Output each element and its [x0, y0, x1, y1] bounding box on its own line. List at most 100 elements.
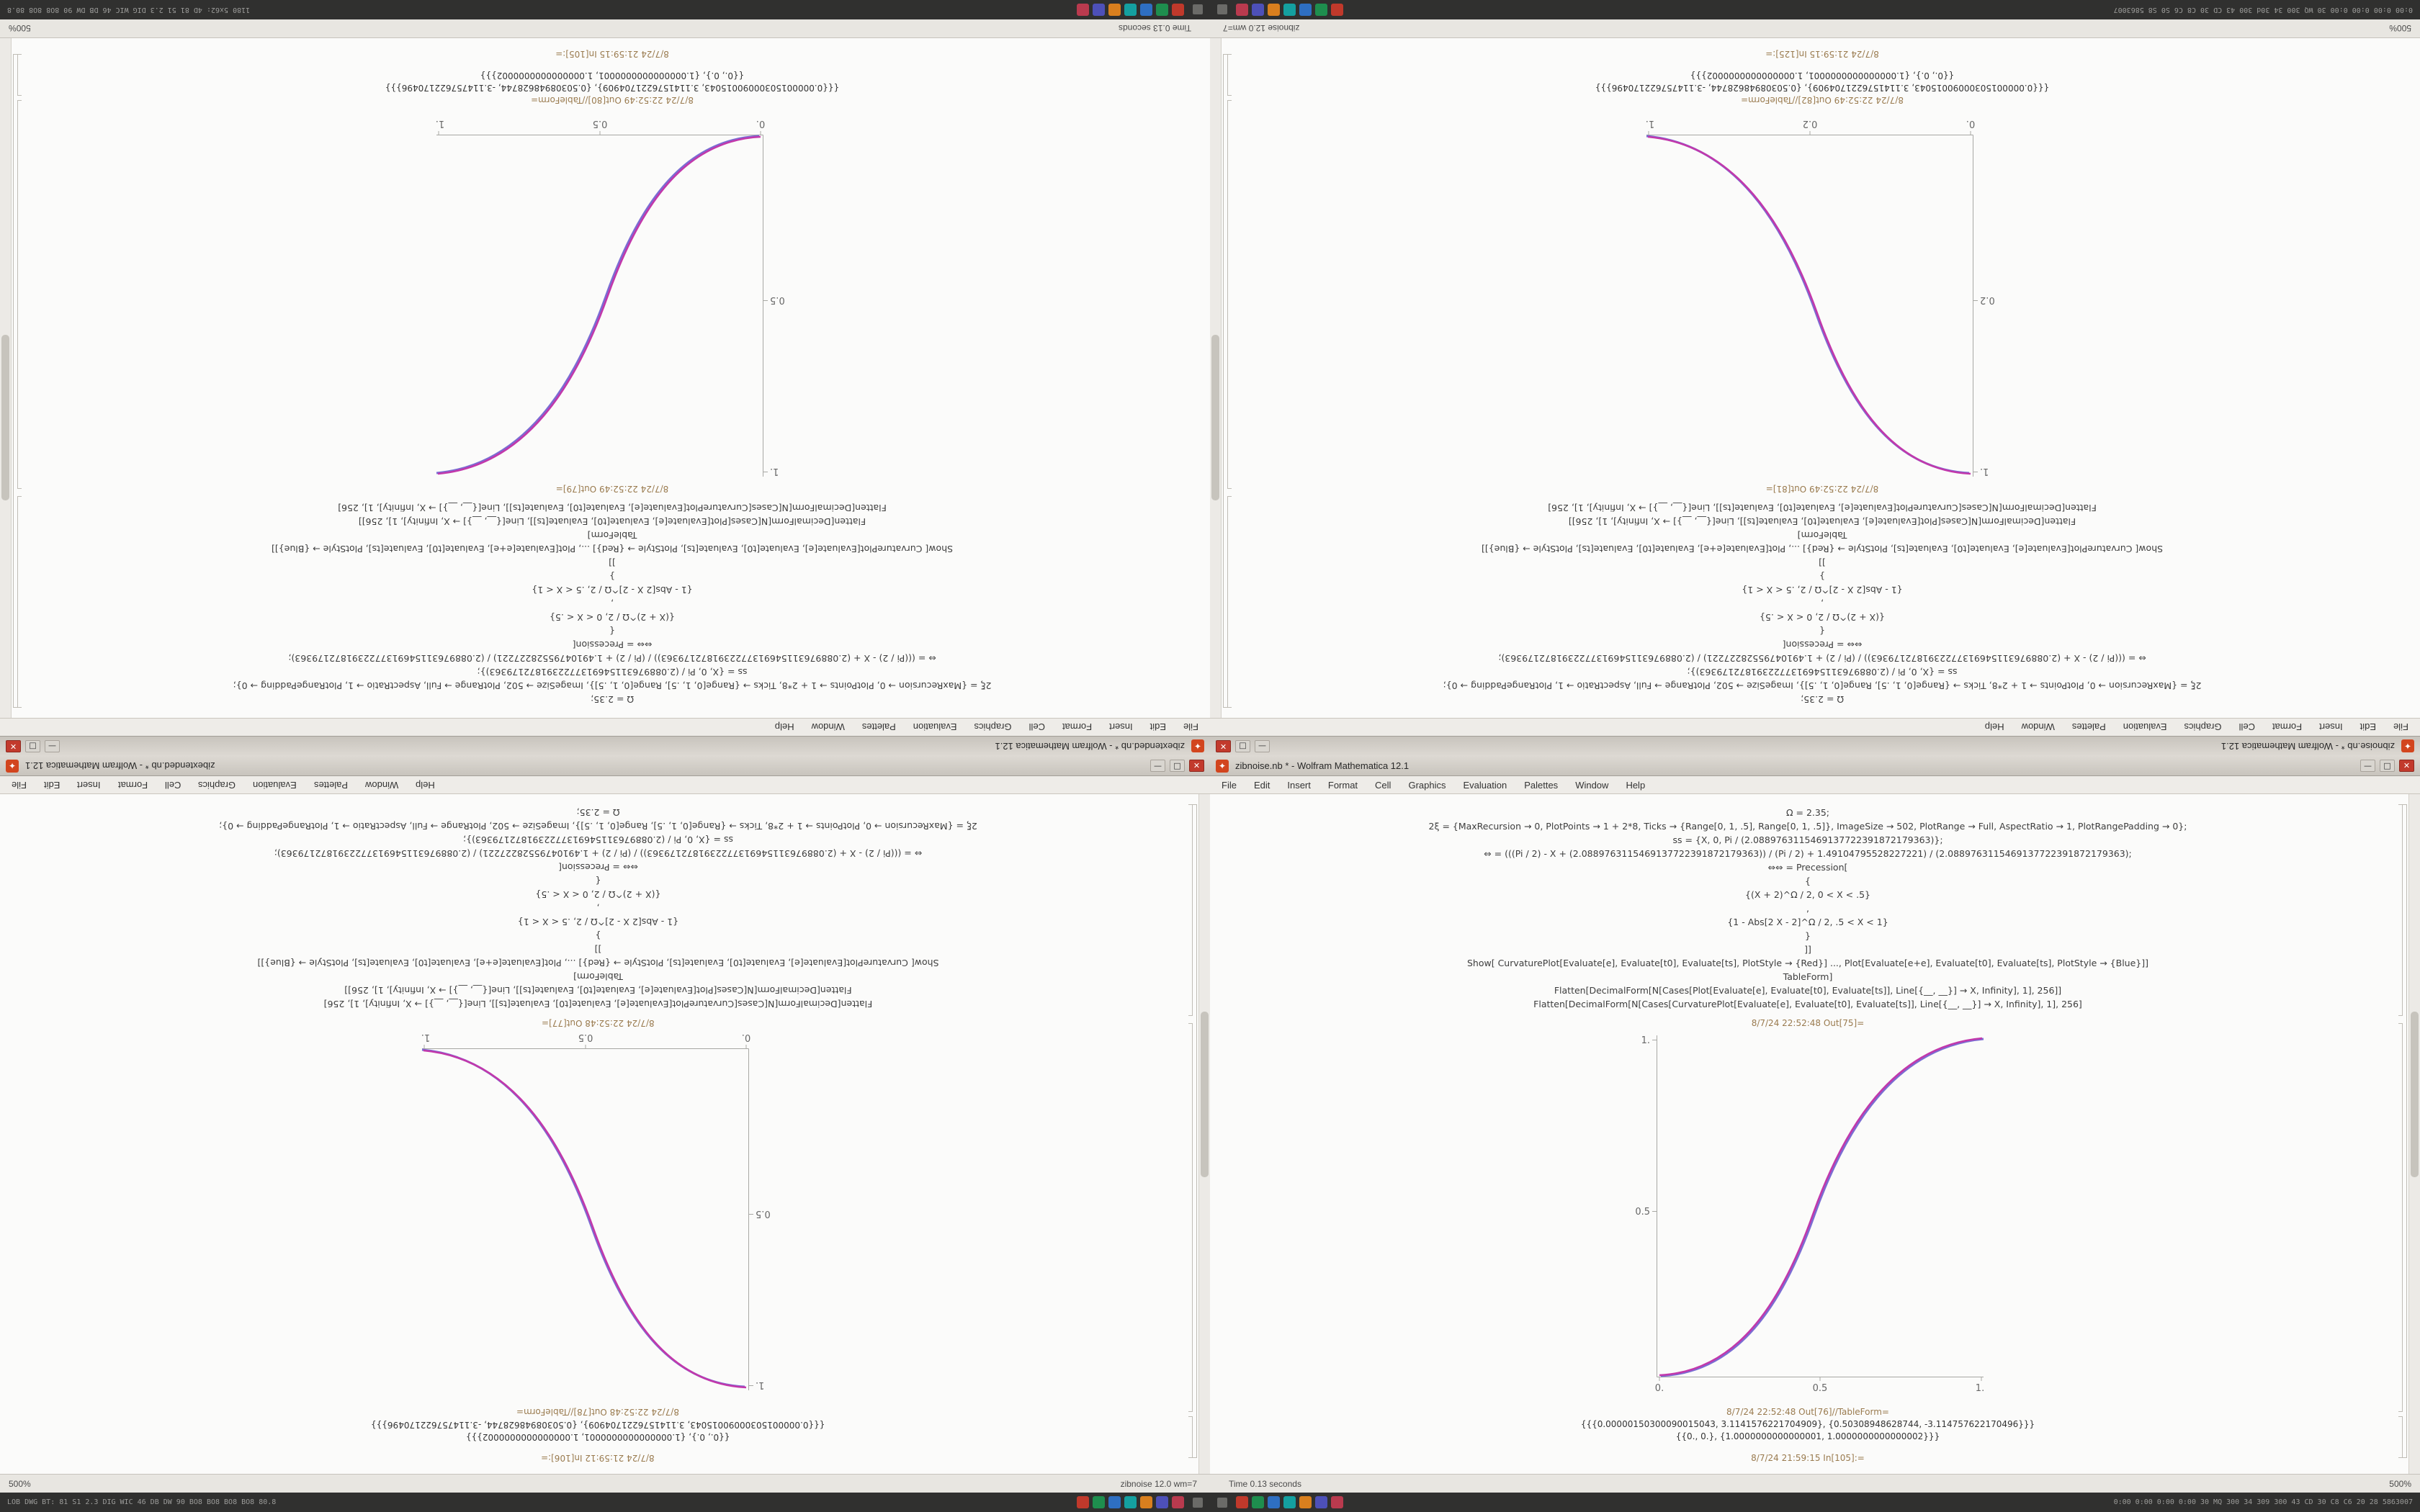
code-line[interactable]: ]] — [1819, 557, 1826, 568]
tableform-row[interactable]: {{0., 0.}, {1.0000000000000001, 1.000000… — [1690, 71, 1955, 81]
menu-item[interactable]: Insert — [1109, 721, 1133, 733]
code-line[interactable]: ss = {X, 0, Pi / (2.08897631154691377223… — [1687, 667, 1958, 678]
scrollbar[interactable] — [1198, 794, 1210, 1474]
code-line[interactable]: } — [1819, 571, 1825, 582]
launcher-icon[interactable] — [1217, 1497, 1227, 1508]
tray-icon-green[interactable] — [1315, 4, 1327, 16]
code-line[interactable]: ⇔ = (((Pi / 2) - X + (2.0889763115469137… — [274, 848, 922, 859]
menu-item[interactable]: Help — [774, 721, 794, 733]
close-button[interactable]: ✕ — [1189, 760, 1204, 772]
minimize-button[interactable]: — — [45, 740, 60, 752]
tray-icon-teal[interactable] — [1124, 1496, 1137, 1508]
code-line[interactable]: Ω = 2.35; — [575, 807, 620, 818]
cell-bracket-plot[interactable] — [17, 100, 22, 489]
cell-bracket-plot[interactable] — [1227, 100, 1232, 489]
minimize-button[interactable]: — — [1150, 760, 1165, 772]
maximize-button[interactable]: □ — [25, 740, 40, 752]
titlebar[interactable]: ✦ zibextended.nb * - Wolfram Mathematica… — [0, 756, 1210, 776]
tray-icon-indigo[interactable] — [1093, 4, 1105, 16]
code-line[interactable]: ]] — [594, 944, 601, 955]
code-line[interactable]: {1 - Abs[2 X - 2]^Ω / 2, .5 < X < 1} — [517, 917, 678, 927]
code-line[interactable]: , — [1806, 903, 1809, 914]
maximize-button[interactable]: □ — [1170, 760, 1185, 772]
close-button[interactable]: ✕ — [6, 740, 21, 752]
taskbar[interactable]: LOB DWG BT: 81 S1 2.3 DIG WIC 46 DB DW 9… — [0, 1493, 1210, 1512]
zoom-level[interactable]: 500% — [9, 23, 31, 34]
menu-item[interactable]: Cell — [1028, 721, 1045, 733]
code-line[interactable]: Show[ CurvaturePlot[Evaluate[e], Evaluat… — [1482, 544, 2164, 554]
code-line[interactable]: 2ξ = {MaxRecursion → 0, PlotPoints → 1 +… — [1428, 821, 2187, 832]
launcher-icon[interactable] — [1217, 4, 1227, 15]
launcher-icon[interactable] — [1193, 4, 1203, 15]
output-plot-cell[interactable]: 0. 0.5 1. 0.5 1. — [432, 114, 792, 481]
code-line[interactable]: { — [1819, 626, 1825, 636]
cell-bracket-table[interactable] — [1227, 54, 1232, 96]
menu-item[interactable]: Help — [1984, 721, 2004, 733]
menu-item[interactable]: Evaluation — [253, 779, 297, 791]
code-line[interactable]: } — [609, 571, 615, 582]
scrollbar-thumb[interactable] — [1211, 334, 1219, 500]
code-line[interactable]: TableForm] — [1797, 530, 1847, 541]
cell-bracket-code[interactable] — [1188, 804, 1193, 1016]
cell-bracket-group[interactable] — [13, 54, 17, 708]
code-line[interactable]: , — [611, 598, 614, 609]
scrollbar[interactable] — [2408, 794, 2420, 1474]
menu-item[interactable]: Evaluation — [2123, 721, 2167, 733]
code-line[interactable]: {1 - Abs[2 X - 2]^Ω / 2, .5 < X < 1} — [1727, 917, 1888, 927]
code-line[interactable]: ss = {X, 0, Pi / (2.08897631154691377223… — [462, 834, 733, 845]
tray-icon-indigo[interactable] — [1156, 1496, 1168, 1508]
cell-bracket-plot[interactable] — [1188, 1023, 1193, 1412]
menu-item[interactable]: Graphics — [198, 779, 236, 791]
tableform-row[interactable]: {{{0.00000150300090015043, 3.11415762217… — [370, 1420, 825, 1430]
menu-item[interactable]: Window — [1575, 779, 1609, 791]
code-line[interactable]: {1 - Abs[2 X - 2]^Ω / 2, .5 < X < 1} — [1742, 585, 1903, 595]
tray-icon-red[interactable] — [1172, 4, 1184, 16]
menu-item[interactable]: File — [1183, 721, 1198, 733]
taskbar[interactable]: 1180 5x62: 4D 81 51 2.3 DIG WIC 46 DB DW… — [0, 0, 1210, 19]
code-line[interactable]: } — [595, 930, 601, 941]
tray-icon-crimson[interactable] — [1077, 4, 1089, 16]
tray-icon-blue[interactable] — [1108, 1496, 1121, 1508]
menu-item[interactable]: Edit — [2360, 721, 2377, 733]
tray-icon-blue[interactable] — [1268, 1496, 1280, 1508]
cell-bracket-code[interactable] — [17, 496, 22, 708]
zoom-level[interactable]: 500% — [9, 1478, 31, 1489]
code-line[interactable]: { — [1805, 876, 1811, 886]
output-plot-cell[interactable]: 0. 0.2 1. 0.2 1. — [1642, 114, 2002, 481]
code-line[interactable]: ]] — [609, 557, 616, 568]
tray-icon-blue[interactable] — [1299, 4, 1312, 16]
code-line[interactable]: ss = {X, 0, Pi / (2.08897631154691377223… — [477, 667, 748, 678]
tableform-row[interactable]: {{0., 0.}, {1.0000000000000001, 1.000000… — [1675, 1431, 1940, 1441]
menu-item[interactable]: Window — [811, 721, 845, 733]
tray-icon-red[interactable] — [1236, 1496, 1248, 1508]
code-line[interactable]: ⇔⇔ = Precession[ — [572, 639, 653, 650]
code-line[interactable]: {1 - Abs[2 X - 2]^Ω / 2, .5 < X < 1} — [532, 585, 693, 595]
code-line[interactable]: Flatten[DecimalForm[N[Cases[CurvaturePlo… — [323, 999, 872, 1009]
tableform-row[interactable]: {{{0.00000150300090015043, 3.11415762217… — [1580, 1419, 2035, 1429]
menu-item[interactable]: Palettes — [2071, 721, 2106, 733]
menu-item[interactable]: Evaluation — [1463, 779, 1507, 791]
tray-icon-indigo[interactable] — [1252, 4, 1264, 16]
tray-icon-teal[interactable] — [1283, 1496, 1296, 1508]
minimize-button[interactable]: — — [1255, 740, 1270, 752]
zoom-level[interactable]: 500% — [2389, 23, 2411, 34]
menu-item[interactable]: File — [1222, 779, 1237, 791]
code-line[interactable]: 2ξ = {MaxRecursion → 0, PlotPoints → 1 +… — [1443, 680, 2202, 691]
output-plot-cell[interactable]: 0. 0.5 1. 0.5 1. — [418, 1031, 778, 1398]
tray-icon-green[interactable] — [1252, 1496, 1264, 1508]
menu-item[interactable]: Edit — [43, 779, 60, 791]
code-line[interactable]: 2ξ = {MaxRecursion → 0, PlotPoints → 1 +… — [218, 821, 977, 832]
code-line[interactable]: TableForm] — [573, 971, 623, 982]
code-line[interactable]: Flatten[DecimalForm[N[Cases[Plot[Evaluat… — [358, 516, 866, 527]
titlebar[interactable]: ✦ zibnoise.nb * - Wolfram Mathematica 12… — [1210, 736, 2420, 756]
tray-icon-orange[interactable] — [1140, 1496, 1152, 1508]
code-line[interactable]: Flatten[DecimalForm[N[Cases[CurvaturePlo… — [1548, 503, 2097, 513]
code-line[interactable]: ⇔ = (((Pi / 2) - X + (2.0889763115469137… — [1484, 848, 2132, 859]
code-line[interactable]: Flatten[DecimalForm[N[Cases[Plot[Evaluat… — [344, 985, 852, 996]
code-line[interactable]: , — [596, 903, 599, 914]
menu-item[interactable]: Graphics — [974, 721, 1012, 733]
tray-icon-blue[interactable] — [1140, 4, 1152, 16]
menu-item[interactable]: File — [2393, 721, 2408, 733]
code-line[interactable]: ⇔⇔ = Precession[ — [557, 862, 638, 873]
tray-icon-crimson[interactable] — [1172, 1496, 1184, 1508]
